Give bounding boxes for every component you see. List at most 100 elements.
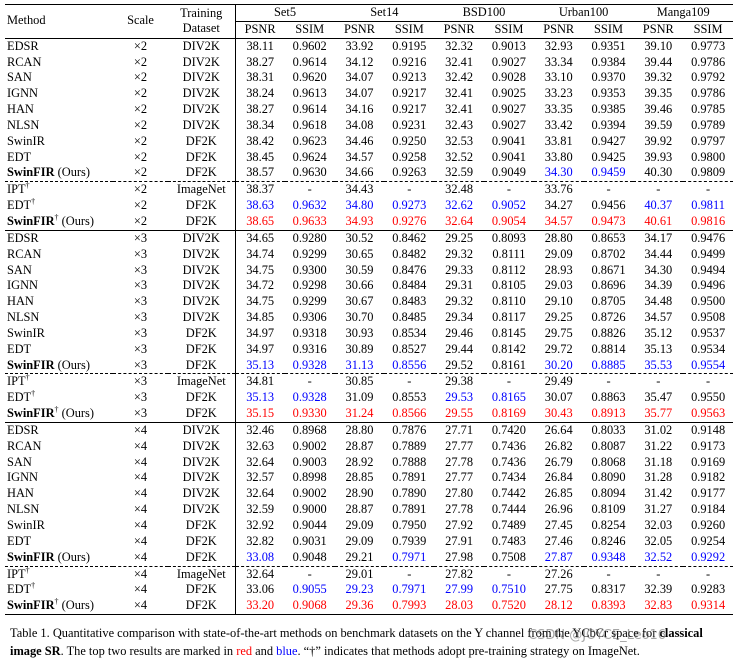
table-row: NLSN ×3 DIV2K 34.85 0.9306 30.70 0.8485 29.34 0.… [5,310,733,326]
value-cell: 29.38 [434,373,484,391]
value-cell: 0.9025 [491,86,526,101]
value-cell: 0.9044 [292,518,327,532]
metric-header: PSNR [633,21,684,39]
value-cell: 38.31 [246,70,275,85]
dataset-cell: ImageNet [168,181,236,199]
table-row: EDT ×4 DF2K 32.82 0.9031 29.09 0.7939 27.91 0.74… [5,533,733,550]
table-row: HAN ×3 DIV2K 34.75 0.9299 30.67 0.8483 29.32 0.8… [5,294,733,311]
method-cell: SAN [5,263,113,279]
value-cell: - [284,373,335,391]
method-name: SAN [7,454,32,469]
value-cell: 40.37 [644,198,673,213]
table-row: SwinIR ×2 DF2K 38.42 0.9623 34.46 0.9250 32.53 0… [5,133,733,150]
method-cell: SwinFIR† (Ours) [5,405,113,422]
value-cell: 32.64 [235,565,285,583]
value-cell: 0.9213 [392,70,427,85]
value-cell: 30.93 [345,325,374,340]
results-table: Method Scale Training Dataset Set5 Set14 BSD10… [5,4,733,616]
value-cell: 0.9563 [691,406,726,421]
method-cell: IGNN [5,86,113,102]
value-cell: 0.9496 [691,278,726,293]
value-cell: 32.05 [644,533,673,548]
value-cell: 0.9027 [491,117,526,132]
scale-cell: ×4 [133,518,148,532]
value-cell: 0.9554 [691,357,726,372]
method-name: RCAN [7,246,42,261]
value-cell: 34.65 [235,229,285,247]
value-cell: 0.8702 [591,246,626,261]
value-cell: 32.83 [633,598,684,616]
value-cell: 32.92 [246,518,275,532]
dataset-cell: DIV2K [168,246,236,263]
method-cell: EDT† [5,582,113,598]
method-cell: EDSR [5,37,113,55]
value-cell: 34.57 [544,213,573,228]
method-cell: EDT [5,534,113,550]
value-cell: 0.9299 [292,294,327,309]
value-cell: 0.9028 [491,70,526,85]
table-row: EDT ×2 DF2K 38.45 0.9624 34.57 0.9258 32.52 0.90… [5,149,733,166]
pretrain-mark: † [31,197,36,206]
value-cell: 0.9148 [683,421,733,439]
caption-text: blue [276,644,298,658]
value-cell: 0.9370 [591,70,626,85]
table-row: RCAN ×3 DIV2K 34.74 0.9299 30.65 0.8482 29.32 0.… [5,246,733,263]
value-cell: 32.52 [644,549,673,564]
value-cell: 0.9328 [292,390,327,405]
method-name: SwinFIR [7,357,55,372]
value-cell: 27.77 [445,438,474,453]
value-cell: 0.9258 [392,149,427,164]
dataset-cell: ImageNet [168,373,236,391]
header-text: Dataset [182,21,220,36]
scale-cell: ×3 [133,341,148,356]
method-name: EDT [7,198,32,213]
value-cell: 0.8968 [284,421,335,439]
value-cell: - [583,373,634,391]
metric-header: SSIM [484,21,534,39]
value-cell: 0.7434 [491,470,526,485]
value-cell: 29.21 [345,549,374,564]
value-cell: 32.82 [246,533,275,548]
value-cell: 0.9630 [292,165,327,180]
value-cell: 29.25 [544,310,573,325]
table-row: NLSN ×4 DIV2K 32.59 0.9000 28.87 0.7891 27.78 0.… [5,502,733,518]
value-cell: 32.48 [434,181,484,199]
value-cell: 0.9773 [683,37,733,55]
value-cell: 34.57 [345,149,374,164]
dataset-cell: DF2K [168,213,236,231]
dataset-cell: DIV2K [168,229,236,247]
scale-cell: ×2 [133,165,148,180]
method-cell: SwinFIR (Ours) [5,165,113,181]
value-cell: 34.39 [644,278,673,293]
value-cell: 0.9300 [292,262,327,277]
value-cell: 0.8145 [491,325,526,340]
dataset-cell: DF2K [168,518,236,534]
value-cell: 0.7436 [491,438,526,453]
scale-cell: ×2 [133,70,148,85]
value-cell: 26.96 [544,502,573,517]
value-cell: 0.8826 [591,325,626,340]
value-cell: 32.64 [246,454,275,469]
value-cell: 27.99 [445,582,474,597]
value-cell: 33.34 [544,54,573,69]
value-cell: - [633,373,684,391]
value-cell: 0.9632 [292,198,327,213]
method-cell: EDSR [5,421,113,439]
value-cell: 0.9614 [292,54,327,69]
value-cell: 0.9298 [292,278,327,293]
scale-cell: ×2 [113,37,168,55]
value-cell: 32.41 [445,86,474,101]
table-row: SAN ×3 DIV2K 34.75 0.9300 30.59 0.8476 29.33 0.8… [5,262,733,279]
value-cell: 28.03 [434,598,484,616]
method-cell: HAN [5,294,113,310]
value-cell: 34.43 [334,181,385,199]
value-cell: 32.64 [246,486,275,501]
value-cell: 39.46 [644,102,673,117]
table-row: SwinFIR (Ours) ×3 DF2K 35.13 0.9328 31.13 0.85… [5,357,733,374]
dataset-cell: DF2K [168,533,236,550]
dataset-cell: DIV2K [168,54,236,71]
method-cell: IPT† [5,565,113,583]
scale-cell: ×4 [133,470,148,485]
method-name: IGNN [7,470,38,485]
value-cell: 32.62 [445,198,474,213]
